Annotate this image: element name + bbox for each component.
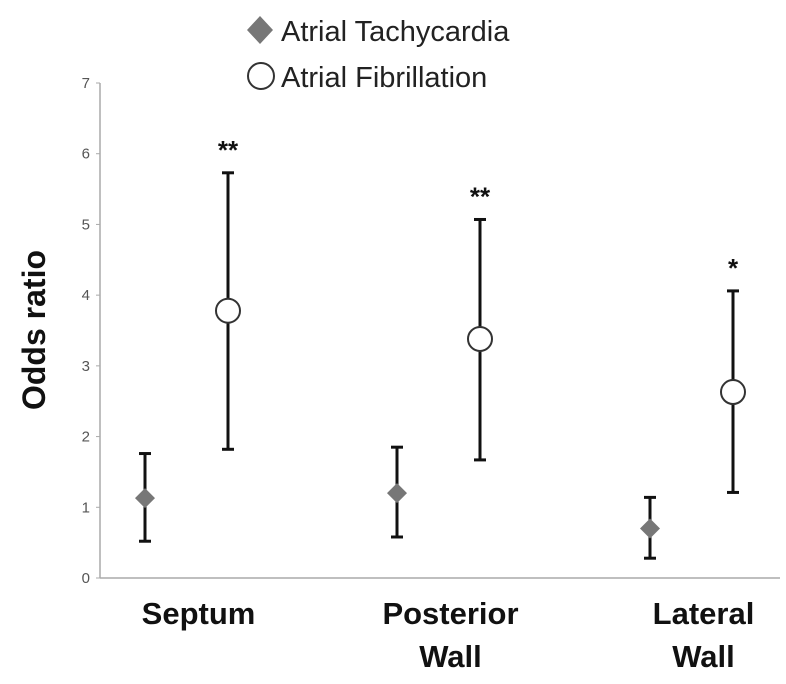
- data-point-diamond: [640, 518, 660, 539]
- y-tick-label: 6: [82, 146, 90, 163]
- significance-label: **: [470, 181, 491, 211]
- x-category-label: Lateral: [653, 596, 755, 631]
- legend-diamond-icon: [247, 16, 273, 44]
- data-point-circle: [720, 379, 746, 406]
- data-point-diamond: [387, 483, 407, 504]
- y-tick-label: 3: [82, 358, 90, 375]
- data-point-diamond: [135, 488, 155, 509]
- legend-label-atrial-tachycardia: Atrial Tachycardia: [281, 16, 510, 48]
- y-tick-label: 7: [82, 75, 90, 92]
- x-category-label: Wall: [419, 639, 482, 674]
- legend: Atrial Tachycardia Atrial Fibrillation: [247, 16, 510, 94]
- y-tick-label: 0: [82, 570, 90, 587]
- y-tick-label: 4: [82, 287, 90, 304]
- y-axis-label: Odds ratio: [16, 250, 52, 410]
- significance-label: *: [728, 253, 739, 283]
- significance-label: **: [218, 135, 239, 165]
- x-category-label: Septum: [142, 596, 256, 631]
- data-point-circle: [467, 325, 493, 352]
- data-point-circle: [215, 297, 241, 324]
- y-tick-label: 5: [82, 216, 90, 233]
- legend-circle-icon: [247, 62, 275, 90]
- x-category-label: Wall: [672, 639, 735, 674]
- y-tick-label: 2: [82, 429, 90, 446]
- legend-label-atrial-fibrillation: Atrial Fibrillation: [281, 62, 487, 94]
- y-tick-label: 1: [82, 499, 90, 516]
- x-category-label: Posterior: [382, 596, 518, 631]
